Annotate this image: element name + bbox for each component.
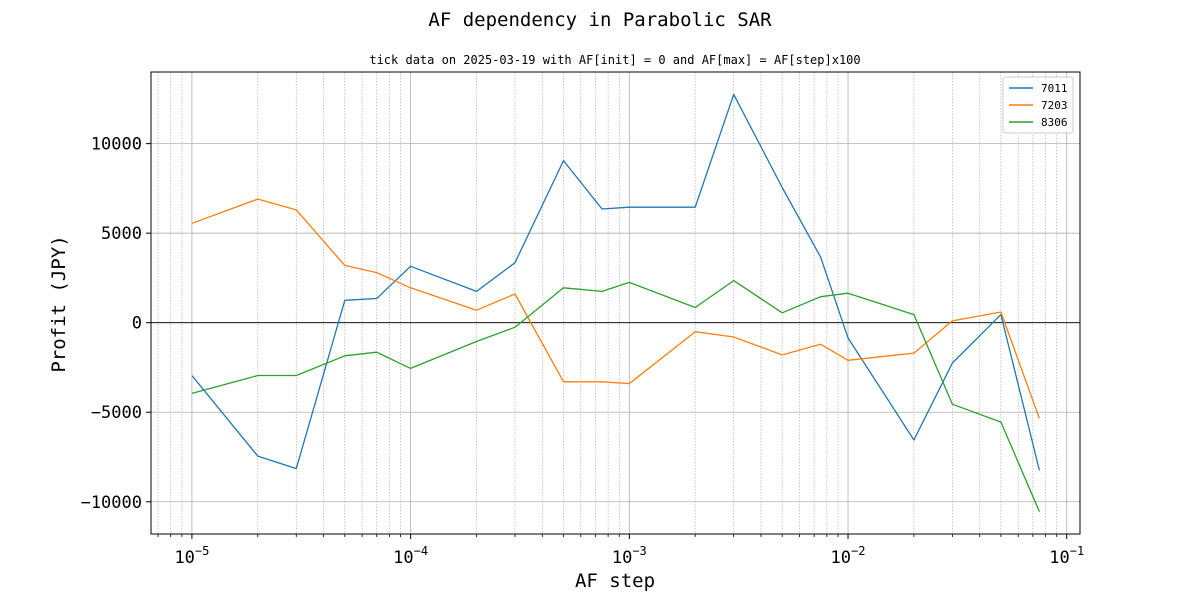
x-axis-ticks: 10−5 10−4 10−3 10−2 10−1 [157,534,1084,568]
x-tick-label: 10−1 [1049,544,1084,568]
y-tick-label: −10000 [81,493,142,513]
x-tick-label: 10−3 [612,544,647,568]
y-tick-label: 5000 [101,224,142,244]
x-tick-label: 10−4 [393,544,428,568]
y-axis-ticks: 10000 5000 0 −5000 −10000 [81,135,151,513]
x-tick-label: 10−5 [174,544,209,568]
legend-box [1002,76,1074,134]
y-tick-label: −5000 [91,403,142,423]
legend-label-8306: 8306 [1041,116,1068,129]
plot-frame [150,71,1081,535]
y-tick-label: 0 [132,314,142,334]
series-line-7203 [191,198,1041,419]
chart-title: AF dependency in Parabolic SAR [428,9,772,31]
series-group [191,93,1041,512]
series-line-7011 [191,93,1041,471]
legend-label-7011: 7011 [1041,82,1068,95]
y-tick-label: 10000 [91,135,142,155]
chart-subtitle: tick data on 2025-03-19 with AF[init] = … [369,53,860,67]
legend-label-7203: 7203 [1041,99,1068,112]
x-axis-label: AF step [575,570,655,592]
legend: 7011 7203 8306 [1002,76,1074,134]
series-line-8306 [191,279,1040,512]
y-axis-label: Profit (JPY) [48,235,70,372]
x-tick-label: 10−2 [831,544,866,568]
grid [151,72,1080,534]
